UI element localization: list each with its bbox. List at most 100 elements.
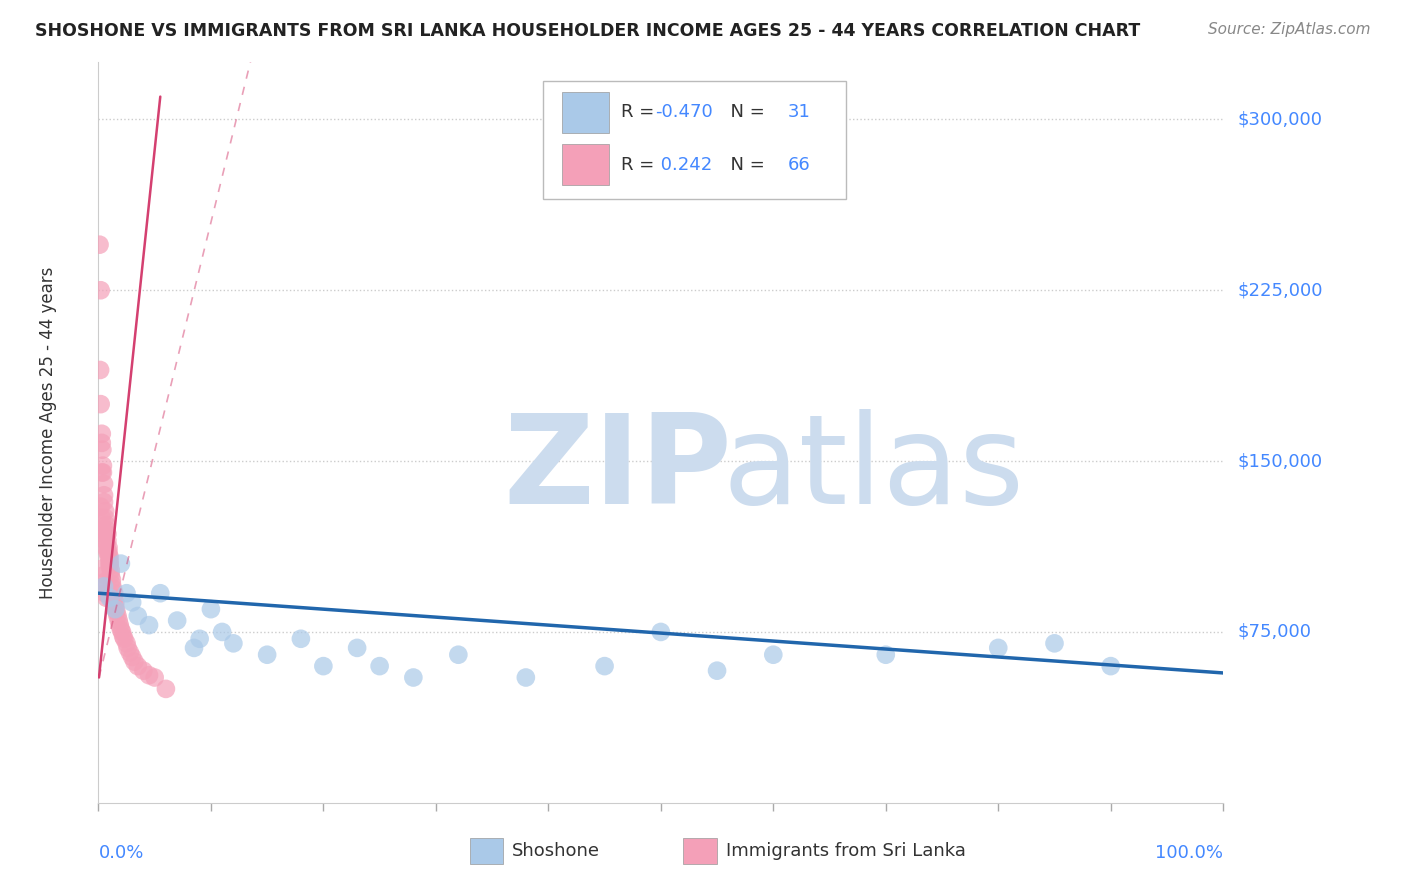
Point [94,504,117,518]
Text: R =: R = [621,103,661,121]
Point [447,648,470,662]
Point [93,527,115,541]
Point [103,586,125,600]
Point [706,664,728,678]
Point [290,632,312,646]
Point [96,533,118,548]
Text: $300,000: $300,000 [1237,111,1322,128]
Text: 0.242: 0.242 [655,155,713,174]
Point [166,614,188,628]
Point [89,237,111,252]
FancyBboxPatch shape [562,144,609,185]
Point [91,561,114,575]
FancyBboxPatch shape [543,81,846,200]
Point [96,591,118,605]
Point [98,591,121,605]
Point [515,671,537,685]
Point [100,568,122,582]
Point [90,500,112,514]
Point [90,435,112,450]
Point [112,630,135,644]
Point [346,640,368,655]
Point [93,476,115,491]
Point [222,636,245,650]
Point [987,640,1010,655]
Point [149,586,172,600]
Text: Shoshone: Shoshone [512,842,600,860]
Text: N =: N = [720,103,770,121]
Text: N =: N = [720,155,770,174]
Point [138,668,160,682]
Point [138,618,160,632]
Point [200,602,222,616]
Point [112,632,135,646]
Point [93,488,115,502]
Point [121,595,143,609]
Point [100,564,122,578]
Point [104,595,127,609]
Point [875,648,897,662]
FancyBboxPatch shape [562,92,609,133]
Text: $150,000: $150,000 [1237,452,1322,470]
Point [368,659,391,673]
Point [127,659,149,673]
Point [98,554,121,568]
Point [96,545,118,559]
Point [111,624,134,639]
Point [94,511,117,525]
Point [96,523,118,537]
Text: -0.470: -0.470 [655,103,713,121]
Point [90,397,112,411]
Point [312,659,335,673]
Point [117,640,139,655]
Point [101,582,124,596]
Point [91,458,114,473]
Point [132,664,155,678]
Point [121,650,143,665]
Point [211,624,233,639]
Point [93,579,115,593]
Text: 100.0%: 100.0% [1156,844,1223,862]
Point [97,549,120,564]
Point [118,645,141,659]
Point [107,614,129,628]
Point [593,659,616,673]
Point [104,602,127,616]
Point [90,426,112,441]
FancyBboxPatch shape [470,838,503,864]
Text: SHOSHONE VS IMMIGRANTS FROM SRI LANKA HOUSEHOLDER INCOME AGES 25 - 44 YEARS CORR: SHOSHONE VS IMMIGRANTS FROM SRI LANKA HO… [35,22,1140,40]
Point [98,557,121,571]
Point [89,363,111,377]
Point [90,511,112,525]
Point [104,599,127,614]
Point [762,648,785,662]
Point [93,568,115,582]
Point [91,466,114,480]
Point [93,495,115,509]
Point [124,655,146,669]
Point [402,671,425,685]
Point [103,591,125,605]
Point [94,586,117,600]
Point [127,609,149,624]
Point [110,623,132,637]
Text: 31: 31 [787,103,811,121]
Point [90,466,112,480]
Point [155,681,177,696]
Point [650,624,672,639]
Point [93,579,115,593]
Point [188,632,211,646]
Point [108,618,131,632]
Point [101,577,124,591]
Point [115,586,138,600]
Point [256,648,278,662]
Text: $225,000: $225,000 [1237,281,1323,299]
Point [91,523,114,537]
Point [96,517,118,532]
Point [94,533,117,548]
Point [110,557,132,571]
Point [94,574,117,589]
Text: atlas: atlas [723,409,1025,530]
Point [143,671,166,685]
Text: Immigrants from Sri Lanka: Immigrants from Sri Lanka [725,842,966,860]
